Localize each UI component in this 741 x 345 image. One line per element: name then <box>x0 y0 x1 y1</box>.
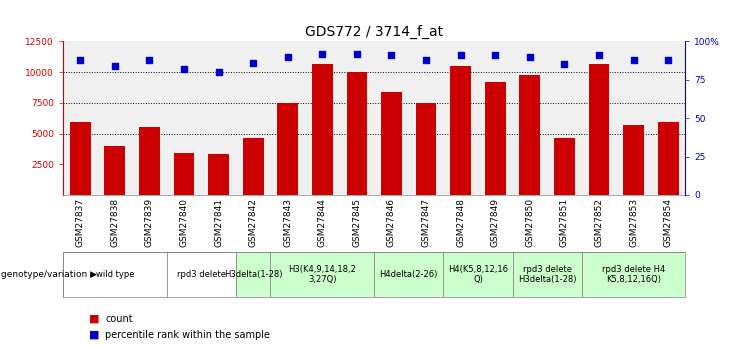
Bar <box>347 72 368 195</box>
Text: H4(K5,8,12,16
Q): H4(K5,8,12,16 Q) <box>448 265 508 284</box>
Point <box>593 52 605 58</box>
Point <box>247 60 259 66</box>
Point <box>662 57 674 62</box>
Text: ■: ■ <box>89 314 99 324</box>
Bar <box>173 152 194 195</box>
Bar <box>63 252 167 297</box>
Text: wild type: wild type <box>96 270 134 279</box>
Bar <box>519 75 540 195</box>
Point <box>316 51 328 57</box>
Point <box>144 57 156 62</box>
Bar <box>381 92 402 195</box>
Bar <box>139 127 160 195</box>
Bar <box>104 146 125 195</box>
Bar <box>167 252 236 297</box>
Text: percentile rank within the sample: percentile rank within the sample <box>105 330 270 339</box>
Bar <box>270 252 374 297</box>
Bar <box>554 138 575 195</box>
Point <box>351 51 363 57</box>
Bar <box>658 122 679 195</box>
Text: rpd3 delete: rpd3 delete <box>177 270 226 279</box>
Bar <box>443 252 513 297</box>
Point <box>628 57 639 62</box>
Bar <box>623 125 644 195</box>
Bar <box>485 82 505 195</box>
Title: GDS772 / 3714_f_at: GDS772 / 3714_f_at <box>305 25 443 39</box>
Point <box>559 62 571 67</box>
Text: rpd3 delete
H3delta(1-28): rpd3 delete H3delta(1-28) <box>518 265 576 284</box>
Point <box>489 52 501 58</box>
Bar <box>243 138 264 195</box>
Text: count: count <box>105 314 133 324</box>
Bar <box>312 63 333 195</box>
Text: H3(K4,9,14,18,2
3,27Q): H3(K4,9,14,18,2 3,27Q) <box>288 265 356 284</box>
Bar <box>513 252 582 297</box>
Bar <box>374 252 443 297</box>
Bar <box>588 63 609 195</box>
Point <box>455 52 467 58</box>
Text: ■: ■ <box>89 330 99 339</box>
Bar <box>277 104 298 195</box>
Bar <box>416 103 436 195</box>
Text: H3delta(1-28): H3delta(1-28) <box>224 270 282 279</box>
Point <box>420 57 432 62</box>
Point <box>178 66 190 72</box>
Text: genotype/variation ▶: genotype/variation ▶ <box>1 270 97 279</box>
Point <box>385 52 397 58</box>
Bar <box>451 66 471 195</box>
Point <box>213 69 225 75</box>
Bar <box>236 252 270 297</box>
Text: H4delta(2-26): H4delta(2-26) <box>379 270 438 279</box>
Bar <box>70 122 90 195</box>
Point <box>282 54 293 59</box>
Text: rpd3 delete H4
K5,8,12,16Q): rpd3 delete H4 K5,8,12,16Q) <box>602 265 665 284</box>
Point <box>524 54 536 59</box>
Bar <box>208 154 229 195</box>
Point <box>109 63 121 69</box>
Point <box>74 57 86 62</box>
Bar <box>582 252 685 297</box>
